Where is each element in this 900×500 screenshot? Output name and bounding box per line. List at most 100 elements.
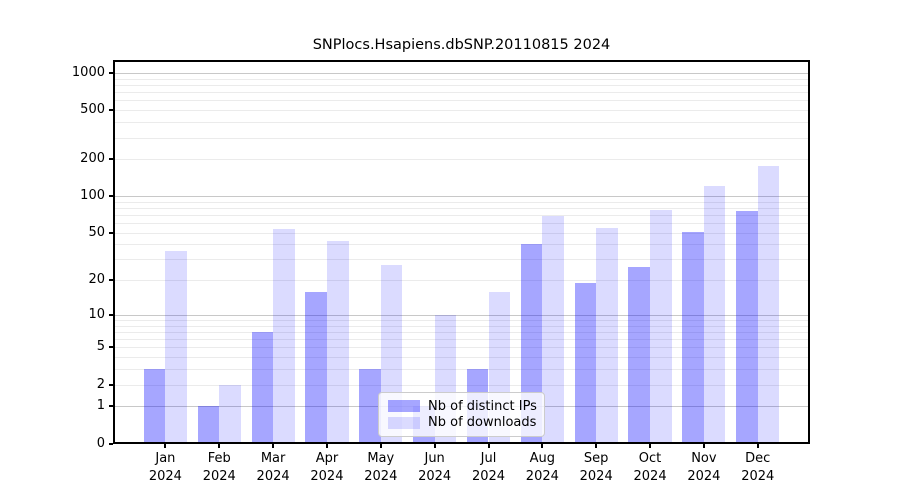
x-tick-mark (487, 444, 490, 448)
y-axis-tick-label: 20 (88, 272, 105, 288)
y-axis-tick-label: 500 (80, 102, 105, 118)
y-axis-tick-label: 100 (80, 188, 105, 204)
top-spine (113, 60, 810, 62)
gridlines-layer (113, 60, 810, 444)
bar-distinct-ips (197, 406, 220, 444)
x-tick-mark (595, 444, 598, 448)
year-label: 2024 (471, 469, 506, 484)
bar-downloads (165, 251, 187, 444)
bar-downloads (596, 227, 618, 444)
x-tick-mark (756, 444, 759, 448)
x-tick-mark (272, 444, 275, 448)
month-label: Oct (638, 451, 662, 466)
bars-layer (113, 60, 810, 444)
legend-item-distinct-ips: Nb of distinct IPs (388, 398, 537, 414)
bar-downloads (273, 228, 295, 444)
month-label: Apr (315, 451, 339, 466)
x-tick-mark (325, 444, 328, 448)
plot-area (113, 60, 810, 444)
minor-gridline (113, 214, 810, 216)
legend-label-distinct-ips: Nb of distinct IPs (428, 398, 537, 414)
x-axis-tick-label: Jan 2024 (149, 450, 182, 486)
minor-gridline (113, 201, 810, 203)
major-gridline (113, 73, 810, 75)
y-axis-tick-label: 200 (80, 151, 105, 167)
bar-distinct-ips (628, 266, 651, 444)
month-label: Dec (745, 451, 771, 466)
minor-gridline (113, 122, 810, 124)
month-label: Jan (155, 451, 176, 466)
year-label: 2024 (310, 469, 344, 484)
y-axis-tick-label: 50 (88, 224, 105, 240)
bar-distinct-ips (574, 282, 597, 444)
x-tick-mark (164, 444, 167, 448)
minor-gridline (113, 100, 810, 102)
bar-downloads (219, 384, 241, 444)
year-label: 2024 (579, 469, 613, 484)
minor-gridline (113, 320, 810, 322)
x-tick-mark (649, 444, 652, 448)
y-tick-mark (109, 405, 113, 408)
x-axis-tick-label: Jul 2024 (472, 450, 505, 486)
bar-distinct-ips (305, 291, 327, 444)
chart-title: SNPlocs.Hsapiens.dbSNP.20110815 2024 (312, 37, 611, 53)
y-tick-mark (109, 195, 113, 198)
x-axis-tick-label: Oct 2024 (634, 450, 667, 486)
minor-gridline (113, 78, 810, 80)
bar-downloads (542, 216, 564, 444)
minor-gridline (113, 357, 810, 359)
minor-gridline (113, 223, 810, 225)
minor-gridline (113, 339, 810, 341)
month-label: Jul (480, 451, 497, 466)
minor-gridline (113, 369, 810, 371)
y-tick-mark (109, 72, 113, 75)
bar-downloads (650, 209, 672, 444)
minor-gridline (113, 347, 810, 349)
left-spine (113, 60, 115, 444)
x-axis-tick-label: Dec 2024 (741, 450, 774, 486)
x-axis-tick-label: Nov 2024 (687, 450, 720, 486)
year-label: 2024 (148, 469, 182, 484)
year-label: 2024 (741, 469, 775, 484)
year-label: 2024 (525, 469, 559, 484)
month-label: Nov (691, 451, 717, 466)
month-label: May (367, 451, 395, 466)
y-tick-mark (109, 346, 113, 349)
minor-gridline (113, 244, 810, 246)
x-axis-tick-label: Jun 2024 (418, 450, 451, 486)
y-axis-tick-label: 2 (96, 376, 105, 392)
minor-gridline (113, 85, 810, 87)
x-axis-tick-label: Aug 2024 (526, 450, 559, 486)
x-tick-mark (702, 444, 705, 448)
y-axis-tick-label: 5 (96, 339, 105, 355)
bar-distinct-ips (251, 332, 274, 444)
month-label: Sep (583, 451, 609, 466)
y-axis-tick-label: 10 (88, 306, 105, 322)
minor-gridline (113, 159, 810, 161)
bar-downloads (326, 240, 349, 444)
bottom-spine (113, 442, 810, 444)
month-label: Jun (424, 451, 445, 466)
minor-gridline (113, 232, 810, 234)
x-axis-tick-label: Feb 2024 (203, 450, 236, 486)
x-axis-tick-label: Sep 2024 (580, 450, 613, 486)
month-label: Feb (207, 451, 231, 466)
y-axis-tick-label: 1000 (71, 65, 105, 81)
minor-gridline (113, 259, 810, 261)
minor-gridline (113, 332, 810, 333)
bar-downloads (757, 166, 780, 444)
bar-distinct-ips (359, 369, 381, 444)
y-axis-tick-label: 0 (96, 435, 105, 451)
minor-gridline (113, 137, 810, 139)
year-label: 2024 (633, 469, 667, 484)
major-gridline (113, 196, 810, 198)
x-tick-mark (541, 444, 544, 448)
legend-label-downloads: Nb of downloads (428, 415, 537, 431)
month-label: Aug (529, 451, 556, 466)
year-label: 2024 (687, 469, 721, 484)
right-spine (808, 60, 810, 444)
minor-gridline (113, 384, 810, 386)
major-gridline (113, 314, 810, 316)
bar-downloads (703, 186, 726, 444)
